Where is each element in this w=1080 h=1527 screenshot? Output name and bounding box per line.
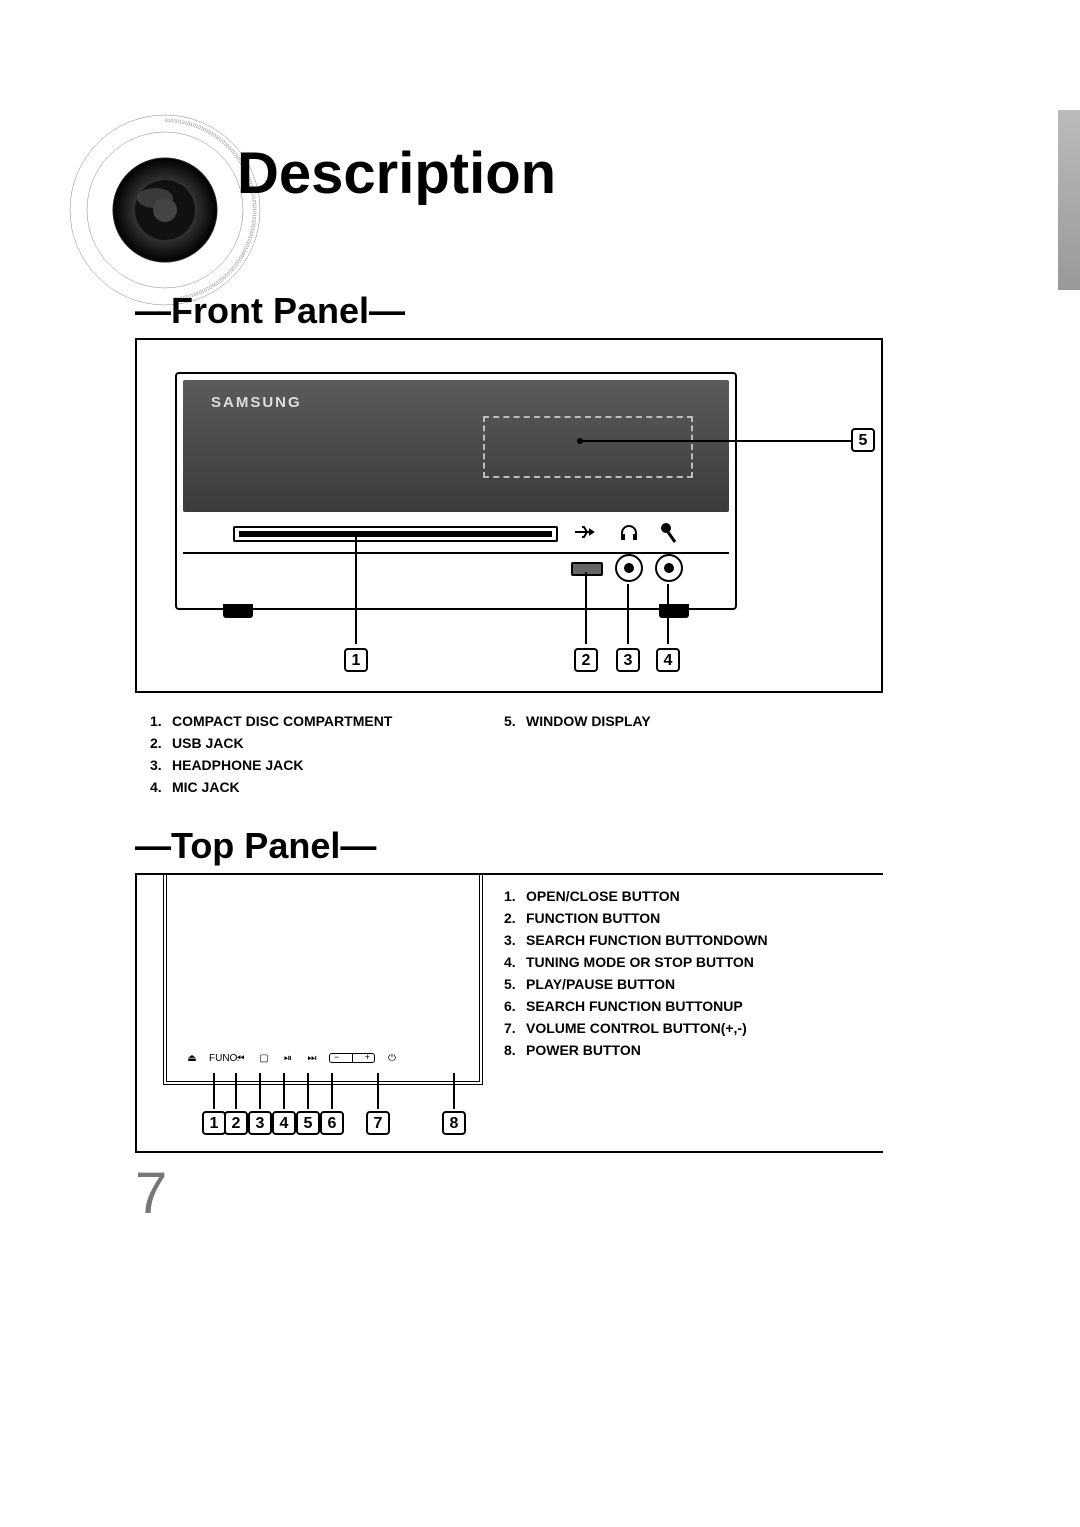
- legend-item: 5.PLAY/PAUSE BUTTON: [504, 973, 768, 995]
- top-panel-heading: —Top Panel—: [135, 825, 376, 867]
- headphone-icon: [619, 522, 639, 542]
- top-callout-6: 6: [320, 1111, 344, 1135]
- top-device: ⏏ FUNC. ⏮ ▢ ⏯ ⏭ −+ ⏻: [163, 875, 483, 1085]
- callout-1: 1: [344, 648, 368, 672]
- legend-item: 4.MIC JACK: [150, 776, 392, 798]
- legend-item: 4.TUNING MODE OR STOP BUTTON: [504, 951, 768, 973]
- top-button: ▢: [257, 1053, 271, 1064]
- front-legend-right: 5.WINDOW DISPLAY: [504, 710, 651, 732]
- top-button: FUNC.: [209, 1053, 223, 1064]
- legend-item: 5.WINDOW DISPLAY: [504, 710, 651, 732]
- legend-item: 2.USB JACK: [150, 732, 392, 754]
- legend-item: 1.OPEN/CLOSE BUTTON: [504, 885, 768, 907]
- top-legend: 1.OPEN/CLOSE BUTTON2.FUNCTION BUTTON3.SE…: [504, 885, 768, 1061]
- page-title: Description: [237, 140, 556, 207]
- mic-jack: [655, 554, 683, 582]
- front-panel-heading: —Front Panel—: [135, 290, 405, 332]
- callout-5: 5: [851, 428, 875, 452]
- top-button: ⏻: [385, 1053, 399, 1064]
- legend-item: 3.SEARCH FUNCTION BUTTONDOWN: [504, 929, 768, 951]
- top-button: ⏏: [185, 1053, 199, 1064]
- front-legend-left: 1.COMPACT DISC COMPARTMENT2.USB JACK3.HE…: [150, 710, 392, 798]
- top-callout-3: 3: [248, 1111, 272, 1135]
- top-button: ⏭: [305, 1053, 319, 1064]
- legend-item: 7.VOLUME CONTROL BUTTON(+,-): [504, 1017, 768, 1039]
- legend-item: 8.POWER BUTTON: [504, 1039, 768, 1061]
- mic-icon: [659, 522, 679, 544]
- thumb-tab: [1058, 110, 1080, 290]
- top-callout-8: 8: [442, 1111, 466, 1135]
- legend-item: 3.HEADPHONE JACK: [150, 754, 392, 776]
- top-callout-1: 1: [202, 1111, 226, 1135]
- front-panel-diagram: SAMSUNG 5 1 2 3 4: [135, 338, 883, 693]
- usb-icon: [573, 522, 597, 542]
- usb-port: [571, 562, 603, 576]
- headphone-jack: [615, 554, 643, 582]
- callout-3: 3: [616, 648, 640, 672]
- brand-label: SAMSUNG: [211, 394, 302, 411]
- manual-page: 0101010101010101010101010101010101010101…: [0, 0, 1080, 1527]
- top-button: ⏮: [233, 1053, 247, 1064]
- legend-item: 6.SEARCH FUNCTION BUTTONUP: [504, 995, 768, 1017]
- speaker-graphic: 0101010101010101010101010101010101010101…: [65, 110, 265, 310]
- top-callout-2: 2: [224, 1111, 248, 1135]
- callout-2: 2: [574, 648, 598, 672]
- top-callout-7: 7: [366, 1111, 390, 1135]
- cd-slot: [233, 526, 558, 542]
- volume-control: −+: [329, 1053, 375, 1063]
- legend-item: 1.COMPACT DISC COMPARTMENT: [150, 710, 392, 732]
- top-callout-5: 5: [296, 1111, 320, 1135]
- legend-item: 2.FUNCTION BUTTON: [504, 907, 768, 929]
- front-device: SAMSUNG: [175, 372, 737, 610]
- top-callout-4: 4: [272, 1111, 296, 1135]
- window-display-area: [483, 416, 693, 478]
- callout-4: 4: [656, 648, 680, 672]
- page-number: 7: [135, 1160, 167, 1227]
- top-button: ⏯: [281, 1053, 295, 1064]
